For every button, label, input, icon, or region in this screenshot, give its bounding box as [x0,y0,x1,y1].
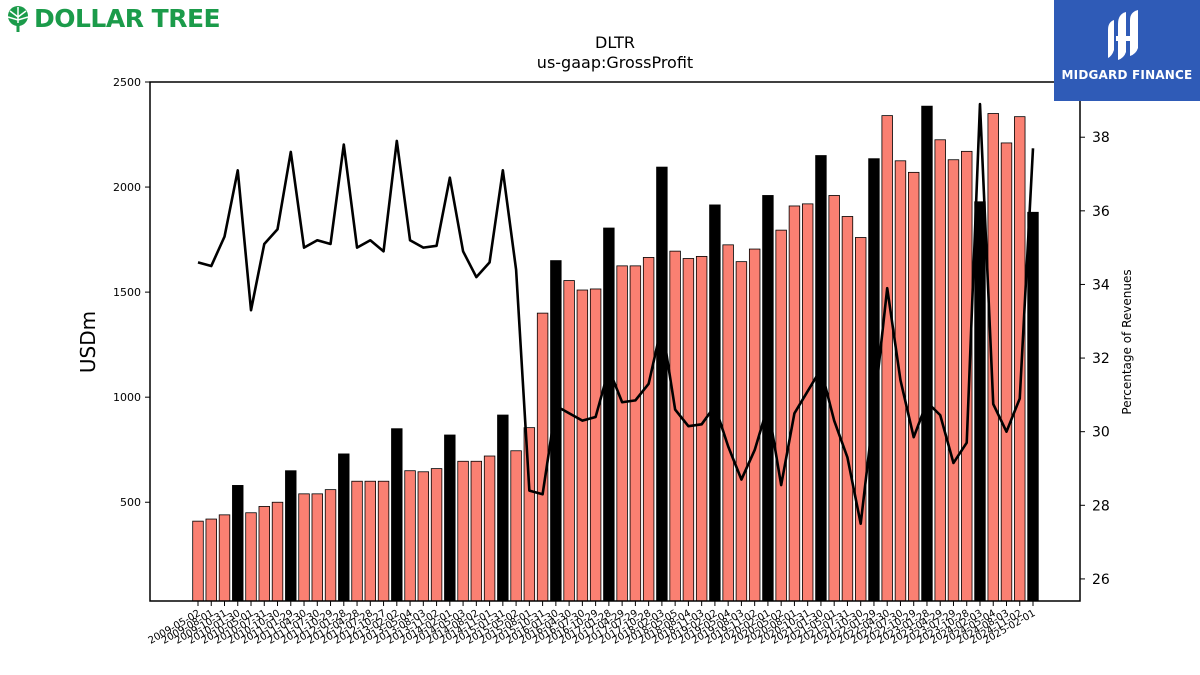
bar-2011-10-29 [324,489,337,602]
bar-2015-05-02 [510,450,522,602]
bar-2012-04-28 [351,480,363,602]
bar-2019-08-03 [735,261,748,602]
x-axis: 2009-05-022009-08-012009-10-312010-01-30… [147,601,1038,647]
y-tick-label-1500: 1500 [113,286,141,299]
midgard-finance-logo: MIDGARD FINANCE [1054,0,1200,101]
bar-2013-02-02 [391,428,403,602]
dollar-tree-logo: DOLLAR TREE [4,4,254,36]
bar-2015-01-31 [497,414,509,602]
bar-2013-11-02 [430,468,443,602]
right-axis: 26 28 30 32 34 36 38 [1080,130,1110,588]
bar-2018-11-03 [695,255,708,602]
bar-2022-10-29 [908,171,920,602]
bar-2023-07-29 [947,159,960,602]
midgard-finance-logo-text: MIDGARD FINANCE [1061,68,1193,82]
plot-frame [149,81,1081,602]
bar-2017-01-28 [603,227,615,602]
chart-subtitle: us-gaap:GrossProfit [537,53,693,72]
bar-2022-04-30 [881,115,893,602]
bar-2019-05-04 [722,244,734,602]
y-tick-label-1000: 1000 [113,391,141,404]
bar-2020-08-01 [788,205,801,602]
bar-2024-05-04 [987,113,999,602]
y-tick-label-2000: 2000 [113,181,141,194]
bar-2016-04-30 [563,280,575,602]
bar-2012-01-28 [338,453,350,602]
bar-2024-11-02 [1014,116,1026,602]
line-group [197,102,1035,526]
bar-2009-10-31 [218,514,231,602]
y-tick-label-2500: 2500 [113,76,141,89]
bar-2014-11-01 [483,455,496,602]
bar-2024-08-03 [1000,142,1013,602]
bar-2011-07-30 [311,493,323,602]
bar-2011-04-30 [298,493,310,602]
y2-tick-label-28: 28 [1092,498,1110,514]
bar-2023-04-29 [934,139,946,602]
bars-group [192,105,1039,602]
bar-2018-05-05 [669,250,681,602]
bar-2021-05-01 [828,195,840,602]
bar-2014-05-03 [457,460,469,602]
bar-2009-08-01 [205,518,217,602]
bar-2017-07-29 [629,265,642,602]
bar-2012-07-28 [364,480,377,602]
bar-2023-01-28 [921,105,933,602]
left-axis: 500 1000 1500 2000 2500 [113,76,150,509]
bar-2014-02-01 [444,434,456,602]
bar-2018-08-04 [682,258,695,602]
bar-2025-02-01 [1027,211,1039,602]
y2-tick-label-32: 32 [1092,351,1110,367]
tree-icon [7,6,29,32]
bar-2010-01-30 [232,485,244,602]
y2-axis-label: Percentage of Revenues [1120,269,1134,414]
bar-2021-10-30 [855,237,867,602]
bar-2024-02-03 [974,201,986,602]
bar-2019-02-02 [709,204,721,602]
bar-2018-02-03 [656,166,668,602]
bar-2021-07-31 [841,216,854,602]
bar-2015-08-01 [523,427,536,602]
bar-2013-05-04 [404,470,416,602]
bar-2013-08-03 [417,471,430,602]
bar-2010-10-30 [271,501,284,602]
bar-2016-10-29 [589,288,602,602]
bar-2012-10-27 [377,480,390,602]
y2-tick-label-26: 26 [1092,572,1110,588]
bar-2016-07-30 [576,289,589,602]
midgard-emblem-icon [1108,10,1138,60]
bar-2009-05-02 [192,520,204,602]
bar-2019-11-02 [748,248,761,602]
bar-2017-10-28 [642,257,655,602]
chart-title: DLTR [595,33,635,52]
y2-tick-label-30: 30 [1092,425,1110,441]
bar-2014-08-02 [470,460,483,602]
bar-2020-05-02 [775,229,787,602]
y-tick-label-500: 500 [120,496,141,509]
y2-tick-label-34: 34 [1092,277,1110,293]
bar-2020-10-31 [801,203,814,602]
y-axis-label: USDm [76,311,100,373]
percentage-line [197,102,1035,526]
dollar-tree-logo-text: DOLLAR TREE [34,4,221,33]
bar-2010-07-31 [258,506,270,602]
y2-tick-label-38: 38 [1092,130,1110,146]
y2-tick-label-36: 36 [1092,204,1110,220]
bar-2015-10-31 [536,312,549,602]
bar-2017-04-29 [616,265,628,602]
bar-2011-01-29 [285,470,297,602]
bar-2021-01-30 [815,155,827,602]
bar-2020-02-01 [762,195,774,602]
bar-2010-05-01 [245,512,257,602]
